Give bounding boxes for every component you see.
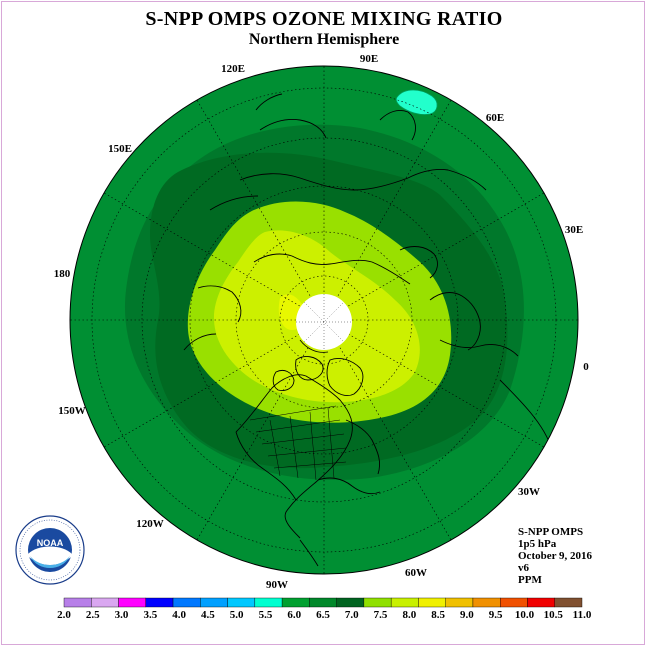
colorbar-swatch (336, 597, 365, 608)
colorbar-tick-label: 9.5 (489, 609, 503, 621)
info-pressure: 1p5 hPa (518, 538, 557, 550)
colorbar-swatch (227, 597, 256, 608)
colorbar-swatch (472, 597, 501, 608)
info-instrument: S-NPP OMPS (518, 526, 584, 538)
map-title: S-NPP OMPS OZONE MIXING RATIO (145, 8, 503, 30)
longitude-label: 90E (360, 53, 378, 65)
longitude-label: 30W (518, 486, 540, 498)
colorbar-swatch (172, 597, 201, 608)
colorbar-tick-label: 10.5 (544, 609, 564, 621)
longitude-labels: 90E 60E 30E 0 30W 60W 90W 120W 150W 180 150E 120E (54, 53, 590, 591)
colorbar-swatch (418, 597, 446, 608)
longitude-label: 30E (565, 224, 583, 236)
info-units: PPM (518, 574, 542, 586)
colorbar-swatch (63, 597, 92, 608)
colorbar-tick-label: 8.5 (431, 609, 445, 621)
info-block: S-NPP OMPS 1p5 hPa October 9, 2016 v6 PP… (518, 526, 592, 586)
colorbar: 2.0 2.5 3.0 3.5 4.0 4.5 5.0 5.5 6.0 6.5 7.0 7.5 8.0 8… (57, 597, 592, 621)
logo-seagull (28, 546, 72, 565)
colorbar-tick-label: 9.0 (460, 609, 474, 621)
colorbar-swatch (500, 597, 528, 608)
colorbar-swatch (554, 597, 583, 608)
info-date: October 9, 2016 (518, 550, 593, 562)
colorbar-tick-label: 6.5 (316, 609, 330, 621)
longitude-label: 180 (54, 268, 71, 280)
colorbar-tick-label: 8.0 (402, 609, 416, 621)
longitude-label: 60E (486, 112, 504, 124)
colorbar-swatch (281, 597, 310, 608)
hole-coast (299, 339, 329, 353)
colorbar-tick-label: 3.0 (115, 609, 129, 621)
map-border (69, 65, 579, 575)
colorbar-swatch (363, 597, 392, 608)
colorbar-tick-label: 2.5 (86, 609, 100, 621)
colorbar-tick-label: 4.5 (201, 609, 215, 621)
colorbar-tick-label: 5.0 (230, 609, 244, 621)
longitude-label: 150E (108, 143, 132, 155)
colorbar-tick-label: 10.0 (515, 609, 535, 621)
colorbar-tick-label: 6.0 (287, 609, 301, 621)
political-boundaries (249, 405, 347, 481)
contour-5-5 (395, 89, 438, 115)
map-subtitle: Northern Hemisphere (248, 31, 400, 48)
colorbar-tick-label: 3.5 (143, 609, 157, 621)
longitude-label: 150W (58, 405, 86, 417)
longitude-label: 0 (583, 361, 589, 373)
colorbar-swatch (390, 597, 419, 608)
colorbar-swatch (309, 597, 337, 608)
colorbar-tick-label: 4.0 (172, 609, 186, 621)
hole-grid (296, 294, 352, 350)
longitude-label: 90W (266, 579, 288, 591)
logo-text-ring (19, 519, 81, 581)
colorbar-swatch (91, 597, 119, 608)
coastlines (183, 93, 553, 567)
colorbar-swatch (254, 597, 283, 608)
info-version: v6 (518, 562, 529, 574)
colorbar-swatch (445, 597, 474, 608)
colorbar-swatch (118, 597, 146, 608)
noaa-logo: NOAA (15, 515, 85, 585)
colorbar-tick-label: 5.5 (259, 609, 273, 621)
logo-wave (30, 556, 70, 568)
colorbar-tick-label: 7.0 (345, 609, 359, 621)
colorbar-tick-label: 7.5 (374, 609, 388, 621)
logo-text: NOAA (37, 538, 64, 548)
colorbar-tick-label: 2.0 (57, 609, 71, 621)
colorbar-tick-label: 11.0 (573, 609, 592, 621)
longitude-label: 60W (405, 567, 427, 579)
longitude-label: 120E (221, 63, 245, 75)
colorbar-swatch (200, 597, 228, 608)
colorbar-swatch (145, 597, 174, 608)
colorbar-swatch (527, 597, 555, 608)
longitude-label: 120W (136, 518, 164, 530)
